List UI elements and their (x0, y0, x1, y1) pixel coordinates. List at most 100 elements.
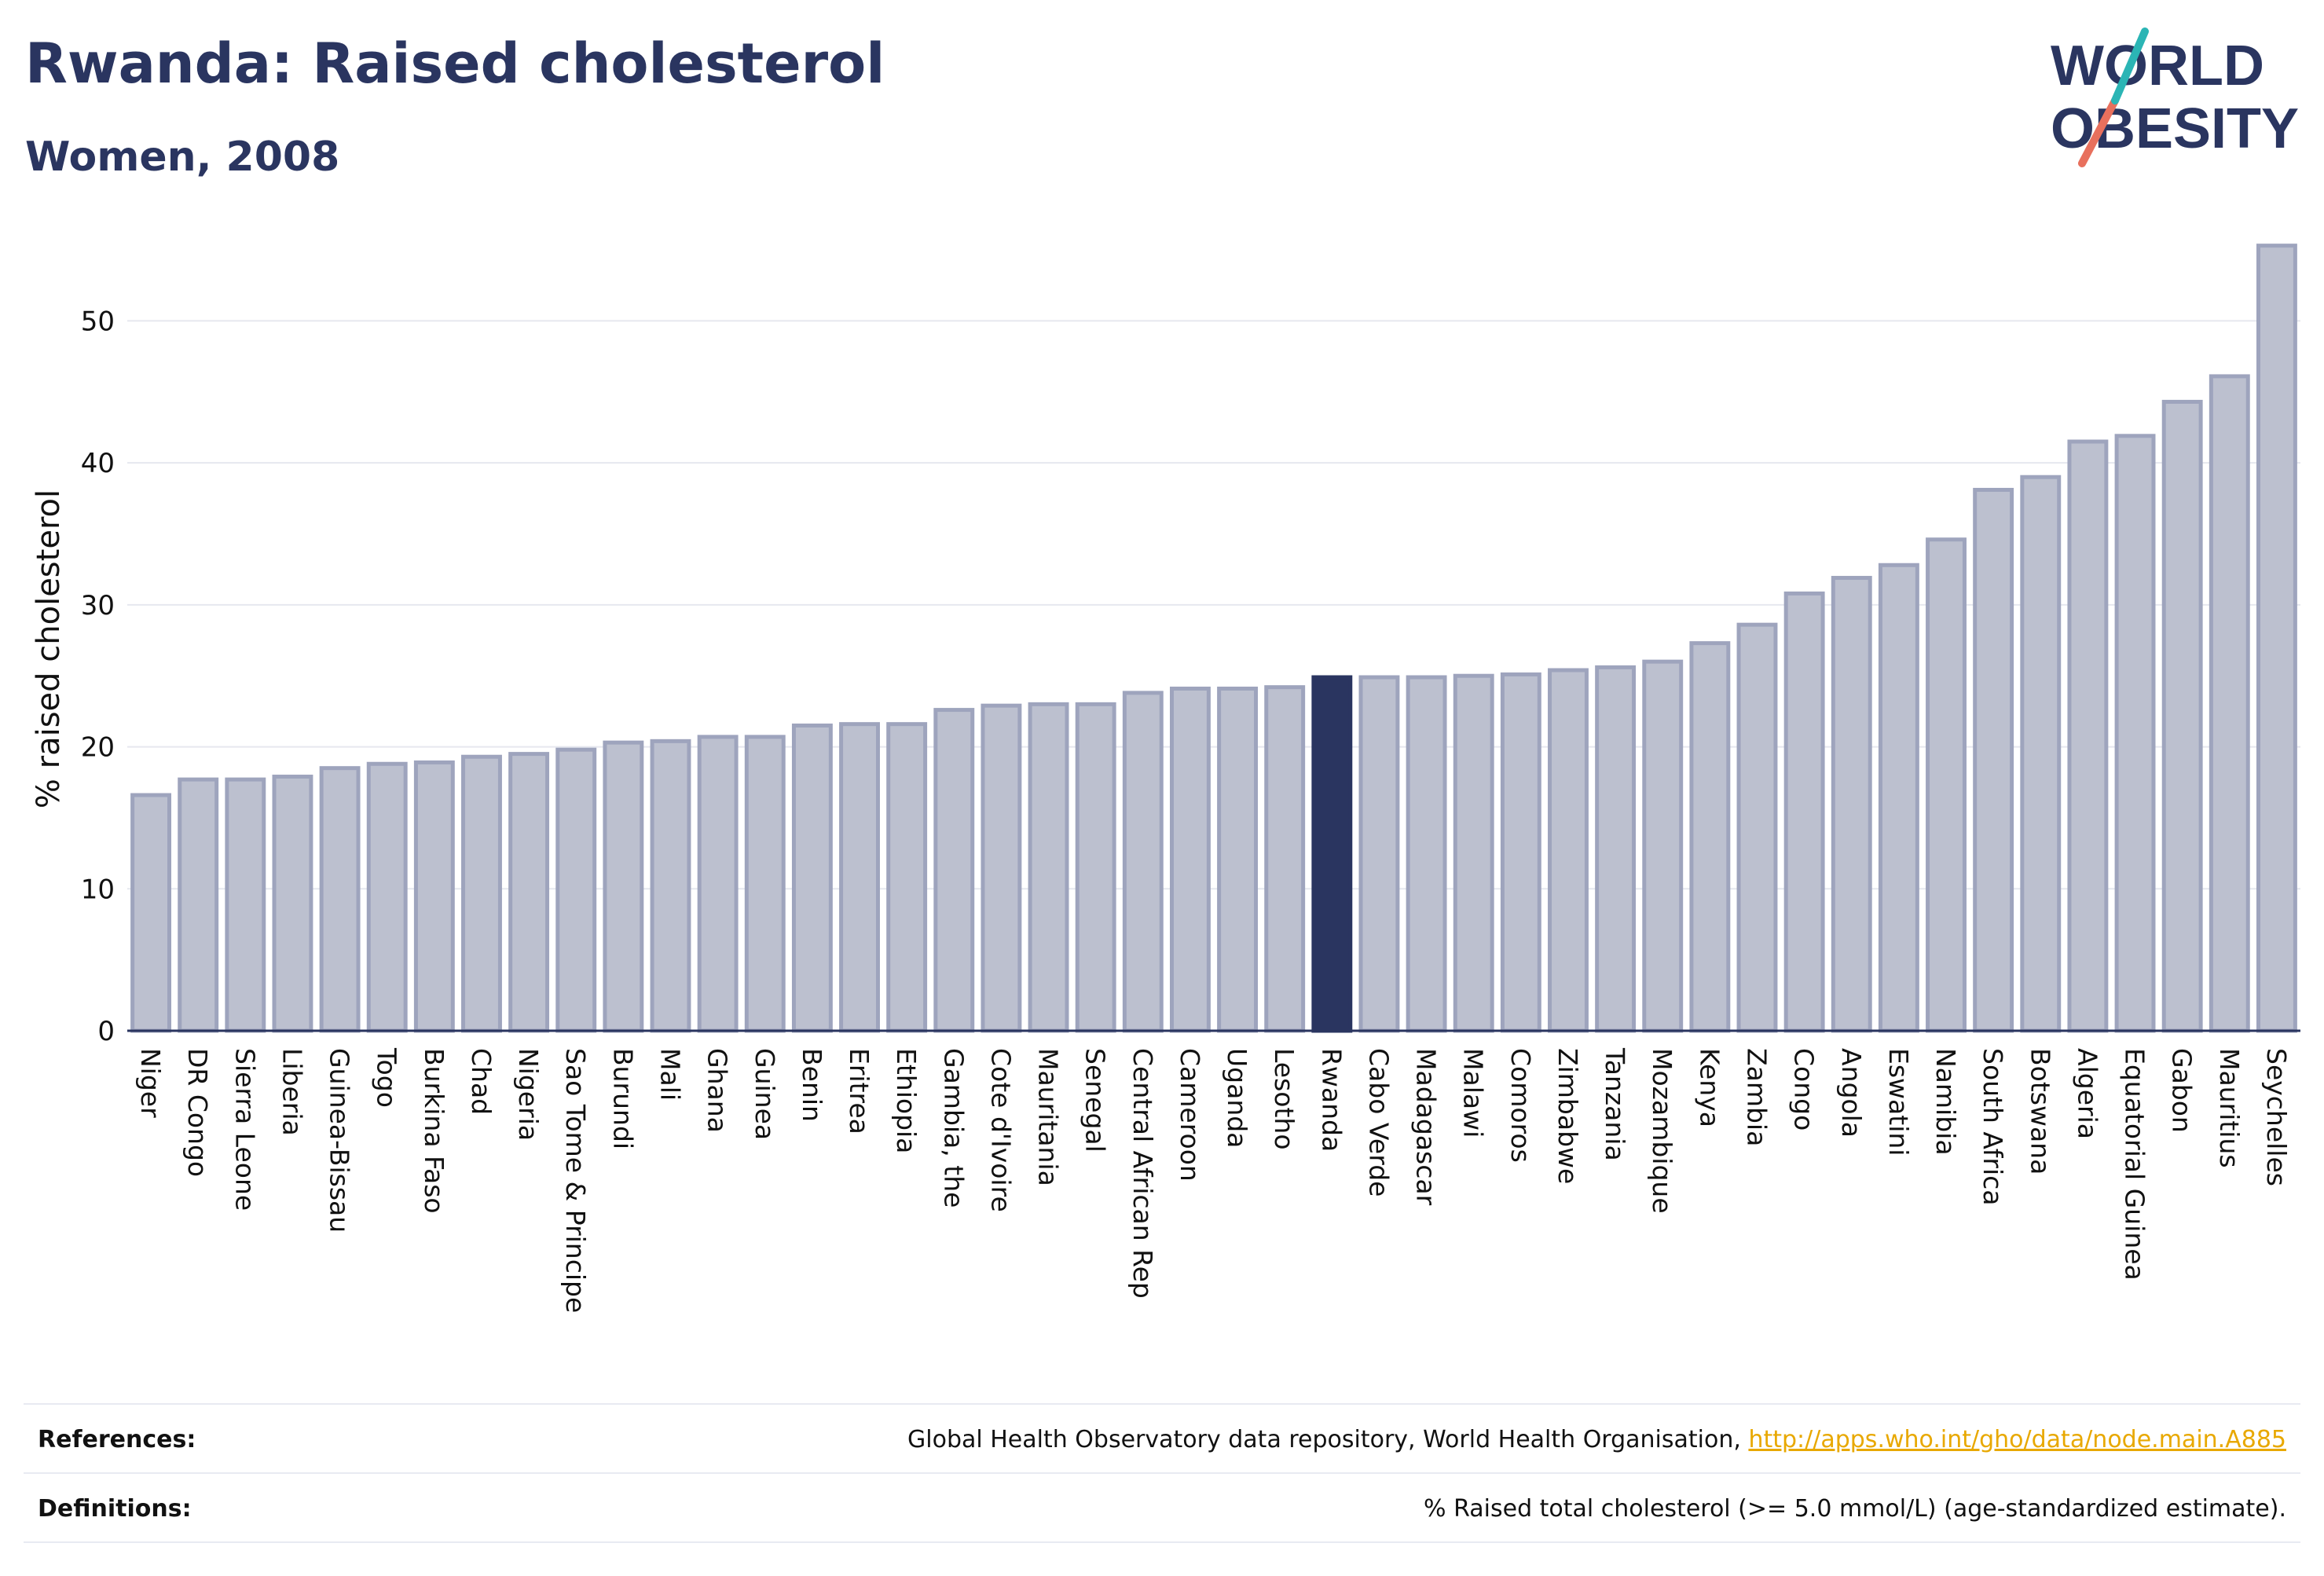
x-tick-label: Cabo Verde (1363, 1048, 1394, 1197)
x-tick-label: Zimbabwe (1552, 1048, 1583, 1184)
x-tick-label: Niger (135, 1048, 166, 1118)
bar (1926, 537, 1967, 1033)
bar (839, 722, 880, 1033)
x-tick-label: Guinea-Bissau (324, 1048, 355, 1233)
x-tick-label: Gabon (2167, 1048, 2198, 1133)
page-title: Rwanda: Raised cholesterol (25, 31, 885, 96)
page-subtitle: Women, 2008 (25, 134, 340, 181)
bar (2020, 475, 2062, 1033)
bar (1453, 673, 1494, 1033)
x-tick-label: Ghana (702, 1048, 733, 1133)
bar (461, 754, 502, 1033)
references-label: References: (38, 1425, 196, 1453)
bar (1217, 686, 1259, 1033)
bar (1028, 702, 1069, 1033)
bar (2067, 439, 2109, 1033)
footer-divider (24, 1541, 2300, 1543)
x-tick-label: Congo (1789, 1048, 1820, 1131)
bar (1075, 702, 1116, 1033)
bar (1406, 675, 1447, 1033)
bar (225, 777, 266, 1033)
logo-line1: WORLD (2051, 35, 2264, 97)
footer-divider (24, 1472, 2300, 1474)
bars (130, 244, 2297, 1033)
y-axis-ticks: 0 10 20 30 40 50 (81, 306, 115, 1047)
x-tick-label: Nigeria (513, 1048, 544, 1141)
references-text: Global Health Observatory data repositor… (907, 1425, 1749, 1453)
bar (319, 766, 361, 1033)
bar (178, 777, 219, 1033)
bar (1783, 591, 1825, 1033)
x-tick-label: South Africa (1978, 1048, 2008, 1206)
x-tick-label: Zambia (1742, 1048, 1772, 1146)
x-tick-label: Comoros (1505, 1048, 1536, 1163)
x-axis-labels: Niger DR Congo Sierra Leone Liberia Guinea-B… (135, 1047, 2292, 1313)
bar-highlight (1311, 675, 1353, 1033)
world-obesity-logo: WORLD OBESITY (2051, 27, 2299, 167)
x-tick-label: Equatorial Guinea (2120, 1048, 2150, 1281)
bar (1500, 672, 1541, 1033)
x-tick-label: Cote d'Ivoire (985, 1048, 1016, 1212)
bar (886, 722, 928, 1033)
x-tick-label: Central African Rep (1127, 1048, 1158, 1299)
bar (1264, 685, 1306, 1033)
references-row: References: Global Health Observatory da… (24, 1408, 2300, 1471)
bar (508, 752, 550, 1033)
bar (2209, 374, 2250, 1033)
y-axis-title: % raised cholesterol (31, 489, 67, 808)
x-tick-label: Chad (466, 1048, 497, 1115)
bar (1831, 576, 1872, 1033)
y-tick-label: 30 (81, 590, 115, 621)
bar (130, 793, 172, 1033)
y-tick-label: 10 (81, 874, 115, 905)
x-tick-label: Burundi (607, 1048, 638, 1149)
bar-chart: 0 10 20 30 40 50 Niger DR Congo Sierra Leone Lib… (31, 244, 2300, 1313)
logo-slash-coral (2078, 97, 2119, 167)
x-tick-label: Burkina Faso (419, 1048, 449, 1214)
bar (413, 760, 455, 1033)
bar (2114, 434, 2156, 1033)
bar (1689, 641, 1731, 1033)
footer-divider (24, 1403, 2300, 1405)
x-tick-label: Seychelles (2261, 1048, 2292, 1186)
x-tick-label: Eritrea (844, 1048, 874, 1134)
x-tick-label: Guinea (750, 1048, 780, 1140)
x-tick-label: Madagascar (1411, 1048, 1442, 1206)
x-tick-label: DR Congo (182, 1048, 213, 1177)
bar (1169, 686, 1211, 1033)
bar (744, 735, 786, 1033)
y-tick-label: 50 (81, 306, 115, 337)
x-tick-label: Kenya (1694, 1048, 1725, 1127)
x-tick-label: Senegal (1080, 1048, 1111, 1153)
x-tick-label: Angola (1836, 1048, 1867, 1138)
definitions-text: % Raised total cholesterol (>= 5.0 mmol/… (1424, 1494, 2286, 1523)
bar (2256, 244, 2297, 1033)
bar (1122, 691, 1164, 1033)
x-tick-label: Uganda (1222, 1048, 1252, 1148)
x-tick-label: Rwanda (1316, 1048, 1347, 1152)
bar (1973, 487, 2014, 1033)
x-tick-label: Algeria (2072, 1048, 2102, 1139)
bar (555, 747, 597, 1033)
bar (1595, 665, 1637, 1033)
references-link[interactable]: http://apps.who.int/gho/data/node.main.A… (1748, 1425, 2286, 1453)
bar (981, 703, 1022, 1033)
x-tick-label: Malawi (1458, 1048, 1489, 1138)
x-tick-label: Mozambique (1647, 1048, 1677, 1214)
x-tick-label: Lesotho (1269, 1048, 1299, 1150)
x-tick-label: Cameroon (1175, 1048, 1205, 1182)
bar (272, 775, 313, 1033)
bar (1548, 668, 1589, 1033)
x-tick-label: Mauritania (1033, 1048, 1064, 1186)
y-tick-label: 20 (81, 732, 115, 764)
bar (1642, 659, 1684, 1033)
x-tick-label: Liberia (277, 1048, 307, 1136)
x-tick-label: Benin (797, 1048, 827, 1122)
bar (650, 739, 691, 1033)
x-tick-label: Gambia, the (938, 1048, 969, 1208)
references-value: Global Health Observatory data repositor… (907, 1426, 2300, 1453)
y-tick-label: 40 (81, 448, 115, 479)
x-tick-label: Mali (655, 1048, 686, 1101)
bar (1358, 675, 1400, 1033)
bar (933, 708, 975, 1033)
